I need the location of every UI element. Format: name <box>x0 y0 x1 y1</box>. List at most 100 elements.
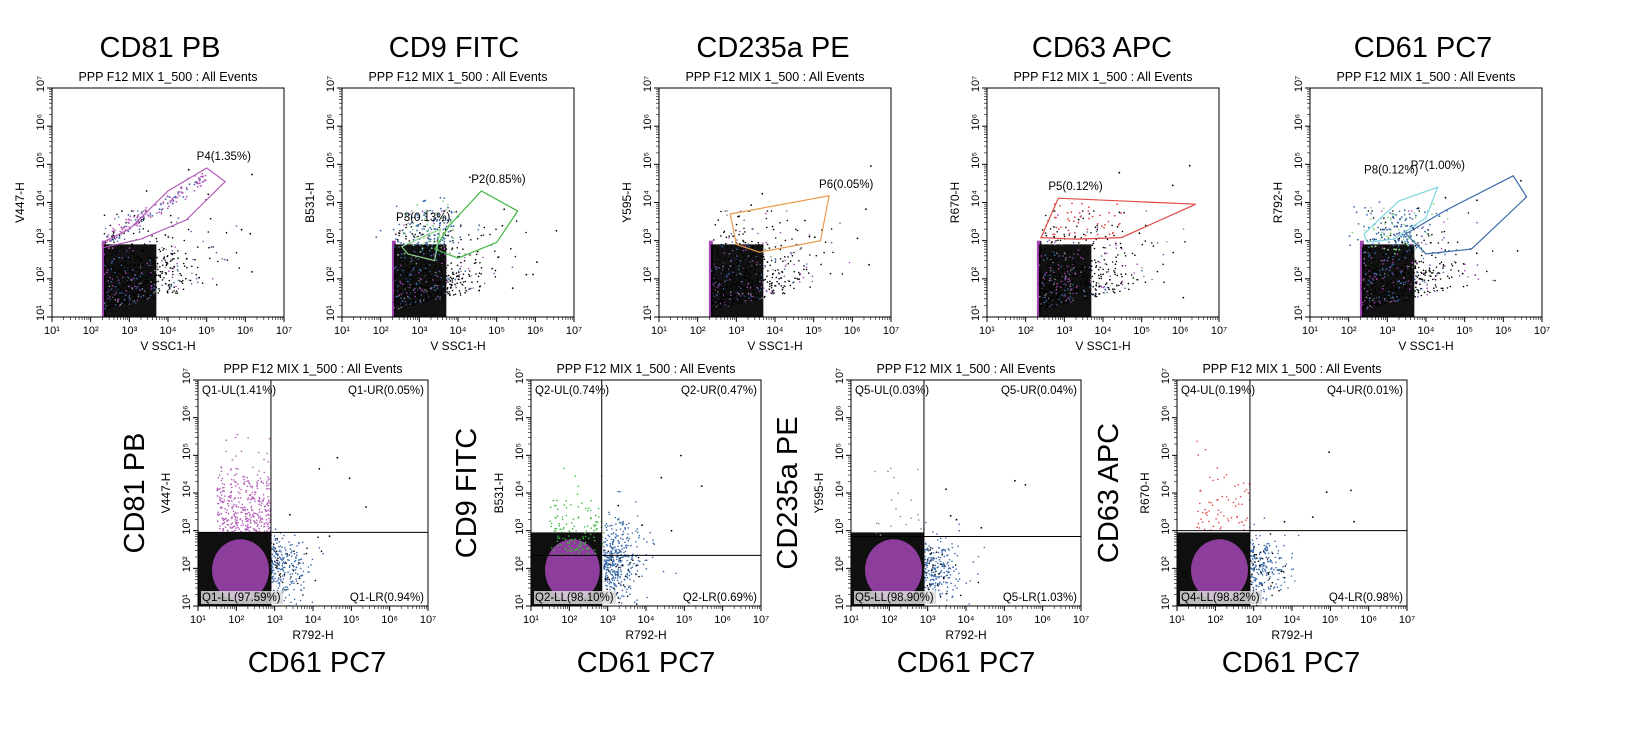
event-dot <box>150 265 153 268</box>
event-dot <box>1052 288 1055 290</box>
event-dot <box>433 268 436 271</box>
event-dot <box>162 201 165 204</box>
event-dot <box>1368 300 1371 302</box>
event-dot <box>1117 254 1119 256</box>
event-dot <box>495 228 497 231</box>
event-dot <box>723 291 725 294</box>
event-dot <box>1366 287 1369 289</box>
event-dot <box>1402 277 1405 280</box>
y-tick-label: 10³ <box>325 228 337 244</box>
event-dot <box>715 276 718 278</box>
event-dot <box>757 232 759 235</box>
event-dot <box>468 234 470 236</box>
event-dot <box>718 283 721 286</box>
event-dot <box>764 264 766 267</box>
event-dot <box>133 264 135 267</box>
event-dot <box>719 302 722 305</box>
event-dot <box>1119 290 1121 293</box>
event-dot <box>145 246 147 249</box>
event-dot <box>1378 242 1380 245</box>
column-header: CD81 PB <box>100 32 221 64</box>
event-dot <box>299 558 301 561</box>
event-dot <box>1370 249 1373 251</box>
event-dot <box>412 292 415 295</box>
event-dot <box>1431 254 1433 257</box>
event-dot <box>722 280 724 282</box>
event-dot <box>117 216 120 218</box>
event-dot <box>745 282 748 284</box>
event-dot <box>1045 273 1047 275</box>
event-dot <box>451 284 453 286</box>
y-tick-label: 10¹ <box>325 305 337 321</box>
event-dot <box>416 216 419 219</box>
event-dot <box>127 300 129 302</box>
event-dot <box>1476 221 1478 224</box>
event-dot <box>403 289 406 292</box>
event-dot <box>1113 292 1116 294</box>
event-dot <box>1171 184 1174 187</box>
event-dot <box>785 210 788 212</box>
event-dot <box>435 298 437 300</box>
event-dot <box>113 279 116 281</box>
event-dot <box>179 186 182 189</box>
event-dot <box>1387 287 1390 289</box>
event-dot <box>738 233 740 236</box>
event-dot <box>403 277 405 279</box>
event-dot <box>731 301 734 303</box>
event-dot <box>170 199 172 202</box>
event-dot <box>118 268 121 270</box>
event-dot <box>1069 256 1071 258</box>
event-dot <box>428 249 431 252</box>
event-dot <box>303 587 305 589</box>
event-dot <box>1049 258 1052 261</box>
event-dot <box>755 265 757 268</box>
event-dot <box>779 232 782 234</box>
event-dot <box>1055 304 1057 307</box>
event-dot <box>128 281 131 284</box>
event-dot <box>451 281 454 283</box>
event-dot <box>1048 282 1051 285</box>
event-dot <box>1386 281 1389 284</box>
event-dot <box>111 278 114 280</box>
event-dot <box>1111 282 1113 285</box>
event-dot <box>295 580 298 582</box>
event-dot <box>1362 302 1365 305</box>
event-dot <box>172 200 175 203</box>
event-dot <box>1073 216 1076 219</box>
event-dot <box>400 284 402 286</box>
event-dot <box>713 264 715 267</box>
event-dot <box>715 285 718 287</box>
event-dot <box>111 272 113 275</box>
event-dot <box>750 253 753 255</box>
event-dot <box>1374 280 1376 283</box>
event-dot <box>717 254 719 256</box>
x-tick-label: 10³ <box>1056 325 1072 337</box>
event-dot <box>291 544 293 546</box>
event-dot <box>1070 299 1072 302</box>
event-dot <box>1422 226 1424 228</box>
event-dot <box>1079 285 1082 288</box>
event-dot <box>1464 263 1466 266</box>
event-dot <box>774 269 777 272</box>
event-dot <box>1417 295 1419 298</box>
plot-frame <box>341 87 575 318</box>
event-dot <box>397 254 399 256</box>
event-dot <box>752 264 754 267</box>
event-dot <box>1363 262 1365 265</box>
event-dot <box>435 284 437 287</box>
x-tick-label: 10⁶ <box>1172 325 1189 337</box>
event-dot <box>1039 253 1042 255</box>
event-dot <box>783 275 786 278</box>
event-dot <box>111 262 113 264</box>
event-dot <box>815 254 818 257</box>
event-dot <box>1416 288 1418 291</box>
event-dot <box>428 292 431 294</box>
event-dot <box>1040 251 1042 254</box>
event-dot <box>277 579 279 582</box>
event-dot <box>114 285 117 288</box>
y-tick-label: 10⁵ <box>325 152 337 169</box>
event-dot <box>160 211 163 214</box>
event-dot <box>414 290 416 292</box>
event-dot <box>739 285 741 287</box>
x-axis-label: V SSC1-H <box>1075 339 1130 353</box>
